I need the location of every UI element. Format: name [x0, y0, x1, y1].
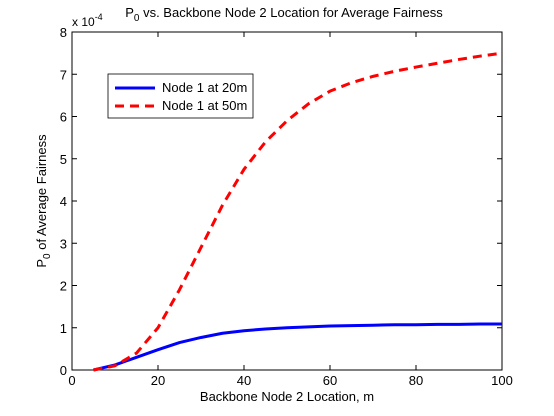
chart-title-subscript: 0 — [134, 13, 140, 24]
x-tick-label: 100 — [491, 373, 513, 388]
series-group — [93, 51, 503, 372]
legend: Node 1 at 20m Node 1 at 50m — [107, 73, 254, 119]
x-tick-label: 0 — [68, 373, 75, 388]
x-tick-label: 80 — [409, 373, 423, 388]
y-tick-label: 1 — [60, 321, 67, 336]
axes-frame — [71, 31, 503, 371]
y-tick-label: 2 — [60, 279, 67, 294]
y-tick-label: 4 — [60, 194, 67, 209]
legend-label-node1-20m: Node 1 at 20m — [162, 80, 247, 95]
x-tick-label: 60 — [323, 373, 337, 388]
series-line-node1-20m — [93, 322, 502, 372]
y-tick-label: 3 — [60, 236, 67, 251]
x-tick-label: 20 — [151, 373, 165, 388]
y-tick-label: 7 — [60, 67, 67, 82]
legend-label-node1-50m: Node 1 at 50m — [162, 98, 247, 113]
x-tick-label: 40 — [237, 373, 251, 388]
legend-box — [107, 73, 254, 119]
series-line-node1-50m — [93, 51, 503, 372]
y-axis-multiplier: x 10-4 — [72, 12, 103, 29]
y-tick-label: 6 — [60, 110, 67, 125]
chart-title: P0 vs. Backbone Node 2 Location for Aver… — [125, 5, 443, 24]
y-axis-label-subscript: 0 — [42, 253, 53, 259]
y-tick-label: 5 — [60, 152, 67, 167]
x-axis-label: Backbone Node 2 Location, m — [200, 389, 374, 404]
y-tick-label: 8 — [60, 25, 67, 40]
y-tick-labels: 0 1 2 3 4 5 6 7 8 — [60, 25, 67, 378]
y-axis-multiplier-exponent: -4 — [95, 12, 103, 22]
x-tick-labels: 0 20 40 60 80 100 — [68, 373, 512, 388]
y-axis-label: P0 of Average Fairness — [34, 134, 53, 268]
y-tick-label: 0 — [60, 363, 67, 378]
